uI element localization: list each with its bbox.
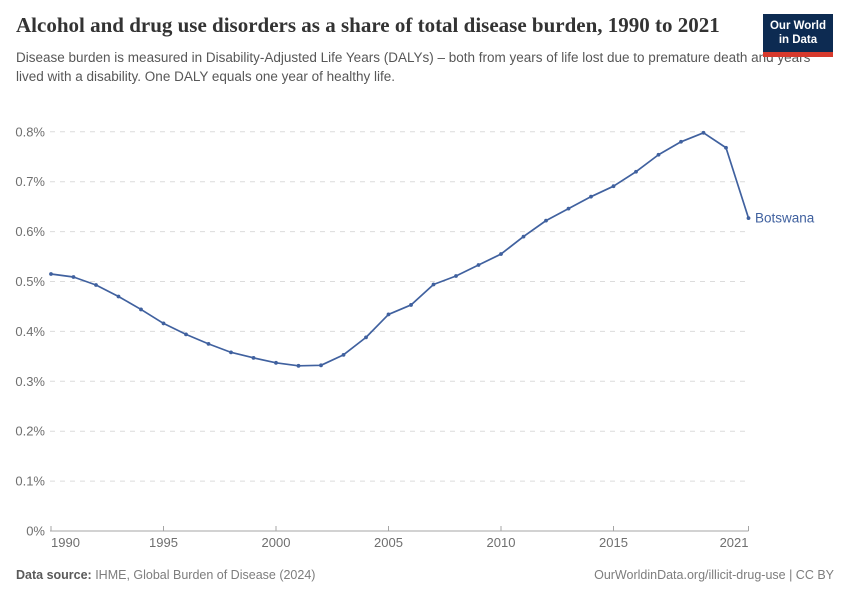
data-point-marker: [161, 321, 166, 326]
chart-footer: Data source: IHME, Global Burden of Dise…: [16, 568, 834, 582]
y-axis-tick-label: 0.2%: [15, 424, 45, 439]
data-point-marker: [296, 363, 301, 368]
data-point-marker: [544, 218, 548, 223]
data-point-marker: [701, 130, 706, 135]
data-point-marker: [251, 355, 256, 360]
data-point-marker: [611, 184, 616, 189]
line-chart-plot-area[interactable]: 0% 0.1% 0.2% 0.3% 0.4% 0.5% 0.6% 0.7% 0.8% 1990 19…: [0, 120, 850, 560]
x-axis-tick-label: 2015: [599, 535, 628, 550]
chart-header: Alcohol and drug use disorders as a shar…: [16, 12, 834, 87]
data-source-note: Data source: IHME, Global Burden of Dise…: [16, 568, 315, 582]
data-point-marker: [431, 282, 436, 287]
x-axis-tick-label: 2021: [720, 535, 749, 550]
data-source-label: Data source:: [16, 568, 92, 582]
owid-logo[interactable]: Our World in Data: [762, 14, 833, 57]
data-point-marker: [364, 335, 368, 340]
series-line-botswana[interactable]: [50, 131, 750, 367]
series-end-label[interactable]: Botswana: [755, 211, 815, 226]
y-axis-tick-label: 0.5%: [15, 274, 45, 289]
data-point-marker: [589, 194, 593, 199]
data-point-marker: [409, 303, 413, 307]
y-axis-tick-label: 0.7%: [15, 174, 45, 189]
data-point-marker: [116, 294, 121, 299]
data-point-marker: [184, 332, 188, 337]
chart-subtitle: Disease burden is measured in Disability…: [16, 49, 811, 85]
license-link[interactable]: OurWorldinData.org/illicit-drug-use | CC…: [594, 568, 834, 582]
data-point-marker: [724, 145, 728, 150]
data-point-marker: [386, 312, 391, 317]
x-axis-tick-label: 1995: [149, 535, 178, 550]
data-source-value: IHME, Global Burden of Disease (2024): [91, 568, 316, 582]
x-axis-tick-label: 2000: [262, 535, 291, 550]
data-point-marker: [566, 206, 571, 211]
data-point-marker: [499, 252, 503, 256]
y-axis-tick-label: 0%: [26, 524, 45, 539]
y-axis-tick-label: 0.4%: [15, 324, 45, 339]
owid-logo-line1: Our World: [769, 20, 826, 32]
data-point-marker: [454, 274, 458, 278]
x-axis-tick-label: 1990: [51, 535, 80, 550]
x-axis-tick-label: 2010: [487, 535, 516, 550]
data-point-marker: [476, 263, 481, 267]
data-point-marker: [274, 360, 278, 365]
data-point-marker: [319, 363, 323, 368]
data-point-marker: [94, 283, 98, 287]
data-point-marker: [49, 272, 53, 276]
data-point-marker: [229, 350, 233, 355]
data-point-marker: [679, 139, 683, 144]
data-point-marker: [746, 216, 751, 221]
data-point-marker: [341, 352, 346, 357]
y-axis-tick-label: 0.8%: [15, 124, 45, 139]
page-title: Alcohol and drug use disorders as a shar…: [16, 13, 720, 37]
data-point-marker: [521, 234, 526, 239]
data-point-marker: [634, 169, 638, 174]
y-axis-tick-label: 0.6%: [15, 224, 45, 239]
y-axis-tick-label: 0.1%: [15, 474, 45, 489]
data-point-marker: [656, 152, 661, 157]
data-point-marker: [139, 307, 143, 312]
y-axis-tick-label: 0.3%: [15, 374, 45, 389]
x-axis-tick-label: 2005: [374, 535, 403, 550]
owid-logo-line2: in Data: [778, 34, 818, 47]
data-point-marker: [206, 341, 211, 346]
data-point-marker: [71, 275, 76, 279]
